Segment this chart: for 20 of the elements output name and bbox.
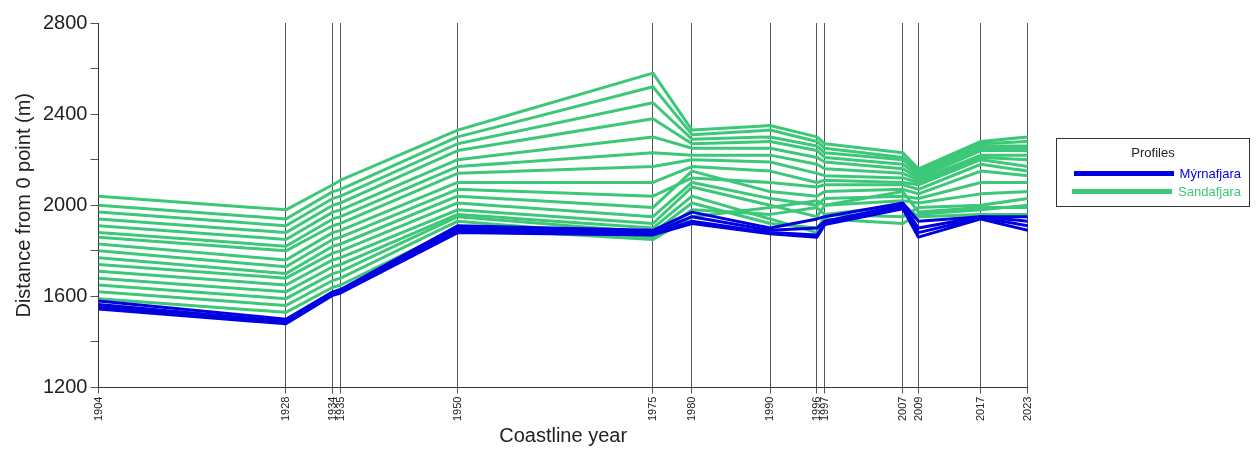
y-tick-label: 2000 — [42, 192, 88, 215]
y-tick-label: 2800 — [42, 10, 88, 33]
x-tick-label: 1975 — [645, 396, 658, 422]
y-tick-label: 2400 — [42, 101, 88, 124]
x-tick-label: 1950 — [450, 396, 463, 422]
x-tick-label: 2023 — [1020, 396, 1033, 422]
x-tick-label: 2017 — [973, 396, 986, 422]
x-axis-title: Coastline year — [499, 423, 628, 446]
x-tick-label: 1990 — [763, 396, 776, 422]
x-tick-label: 2009 — [911, 396, 924, 422]
x-tick-label: 1980 — [685, 396, 698, 422]
text: Sandafjara — [1178, 183, 1241, 199]
y-tick-label: 1600 — [42, 283, 88, 306]
x-tick-label: 2007 — [895, 396, 908, 422]
y-axis-title: Distance from 0 point (m) — [11, 93, 34, 318]
text: Mýrnafjara — [1179, 165, 1241, 181]
y-tick-label: 1200 — [42, 375, 88, 398]
x-tick-label: 1928 — [278, 396, 291, 422]
x-tick-label: 1904 — [91, 396, 104, 422]
legend-title: Profiles — [1130, 145, 1176, 160]
